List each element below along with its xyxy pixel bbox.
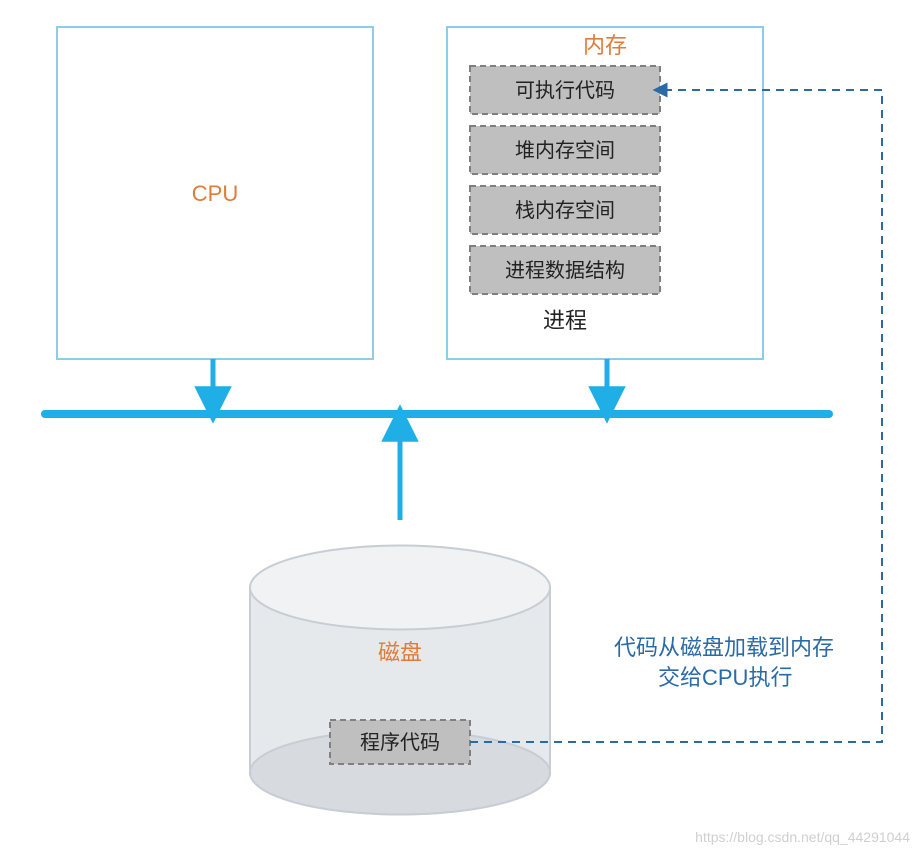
memory-slot-label: 栈内存空间 <box>515 199 615 222</box>
disk-label: 磁盘 <box>378 640 422 665</box>
annotation-line1: 代码从磁盘加载到内存 <box>614 635 834 660</box>
disk-top <box>250 546 550 630</box>
memory-title: 内存 <box>583 33 627 58</box>
process-label: 进程 <box>543 308 587 333</box>
watermark: https://blog.csdn.net/qq_44291044 <box>695 829 910 845</box>
memory-slot-label: 可执行代码 <box>515 79 615 102</box>
memory-slot-label: 进程数据结构 <box>505 259 625 282</box>
cpu-label: CPU <box>192 181 238 206</box>
memory-slot-label: 堆内存空间 <box>515 139 615 162</box>
program-code-label: 程序代码 <box>360 731 440 754</box>
annotation-line2: 交给CPU执行 <box>658 665 792 690</box>
